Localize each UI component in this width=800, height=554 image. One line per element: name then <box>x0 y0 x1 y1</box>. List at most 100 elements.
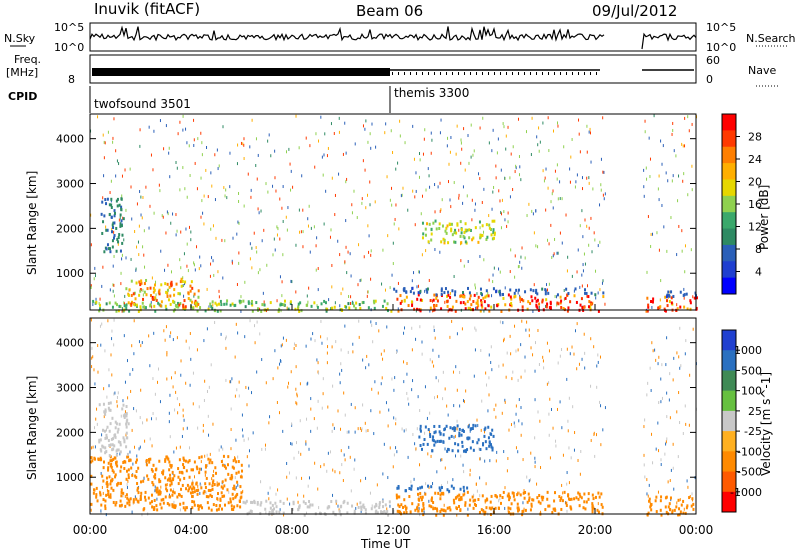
echo-speckle <box>243 204 245 208</box>
echo-speckle <box>404 326 406 330</box>
echo-cell <box>466 486 469 490</box>
echo-speckle <box>464 168 466 172</box>
echo-cell <box>565 503 568 507</box>
echo-cell <box>149 457 152 461</box>
echo-speckle <box>343 453 345 457</box>
echo-speckle <box>687 485 689 489</box>
echo-speckle <box>339 427 341 431</box>
echo-cell <box>135 460 138 464</box>
echo-cell <box>433 293 436 297</box>
echo-speckle <box>266 263 268 267</box>
echo-cell <box>325 309 328 313</box>
echo-cell <box>535 303 538 307</box>
echo-cell <box>135 475 138 479</box>
echo-cell <box>347 302 350 306</box>
echo-speckle <box>644 130 646 134</box>
echo-speckle <box>265 182 267 186</box>
echo-speckle <box>209 452 211 456</box>
echo-speckle <box>242 142 244 146</box>
echo-cell <box>326 307 329 311</box>
echo-cell <box>126 455 129 459</box>
echo-cell <box>439 497 442 501</box>
echo-speckle <box>390 129 392 133</box>
echo-cell <box>198 456 201 460</box>
echo-speckle <box>406 391 408 395</box>
echo-speckle <box>567 255 569 259</box>
echo-speckle <box>474 208 476 212</box>
echo-cell <box>124 460 127 464</box>
echo-cell <box>193 460 196 464</box>
echo-speckle <box>531 209 533 213</box>
echo-speckle <box>559 400 561 404</box>
echo-speckle <box>513 421 515 425</box>
echo-speckle <box>279 275 281 279</box>
echo-cell <box>203 489 206 493</box>
echo-speckle <box>480 348 482 352</box>
echo-speckle <box>416 285 418 289</box>
echo-cell <box>126 501 129 505</box>
echo-speckle <box>303 494 305 498</box>
echo-cell <box>112 488 115 492</box>
echo-speckle <box>196 187 198 191</box>
echo-speckle <box>341 463 343 467</box>
echo-speckle <box>335 340 337 344</box>
echo-speckle <box>520 178 522 182</box>
echo-speckle <box>660 377 662 381</box>
echo-speckle <box>404 141 406 145</box>
echo-speckle <box>200 460 202 464</box>
echo-cell <box>185 487 188 491</box>
echo-cell <box>166 294 169 298</box>
echo-cell <box>530 502 533 506</box>
echo-speckle <box>412 189 414 193</box>
echo-cell <box>454 290 457 294</box>
echo-speckle <box>436 470 438 474</box>
echo-cell <box>223 494 226 498</box>
echo-cell <box>484 295 487 299</box>
echo-speckle <box>257 271 259 275</box>
echo-speckle <box>113 117 115 121</box>
echo-speckle <box>370 277 372 281</box>
echo-speckle <box>491 368 493 372</box>
echo-cell <box>501 496 504 500</box>
echo-speckle <box>453 181 455 185</box>
echo-speckle <box>525 328 527 332</box>
echo-speckle <box>202 211 204 215</box>
echo-speckle <box>358 319 360 323</box>
echo-cell <box>443 241 446 245</box>
echo-speckle <box>381 282 383 286</box>
echo-cell <box>283 303 286 307</box>
echo-speckle <box>557 124 559 128</box>
echo-cell <box>113 433 116 437</box>
echo-cell <box>169 483 172 487</box>
echo-speckle <box>440 118 442 122</box>
echo-speckle <box>197 484 199 488</box>
echo-cell <box>125 477 128 481</box>
echo-cell <box>522 491 525 495</box>
time-tick-label: 04:00 <box>174 523 209 537</box>
echo-speckle <box>468 423 470 427</box>
echo-cell <box>498 290 501 294</box>
echo-cell <box>485 294 488 298</box>
freq-trace <box>92 68 694 76</box>
echo-cell <box>438 430 441 434</box>
echo-speckle <box>676 410 678 414</box>
echo-speckle <box>135 409 137 413</box>
echo-speckle <box>669 372 671 376</box>
echo-cell <box>139 480 142 484</box>
echo-cell <box>513 295 516 299</box>
echo-speckle <box>100 471 102 475</box>
echo-speckle <box>103 156 105 160</box>
echo-speckle <box>515 412 517 416</box>
echo-cell <box>124 504 127 508</box>
echo-speckle <box>549 397 551 401</box>
echo-cell <box>544 289 547 293</box>
echo-speckle <box>581 284 583 288</box>
echo-speckle <box>532 353 534 357</box>
echo-speckle <box>595 269 597 273</box>
echo-speckle <box>261 239 263 243</box>
colorbar-tick-label: 100 <box>741 385 762 398</box>
echo-cell <box>169 479 172 483</box>
echo-speckle <box>670 216 672 220</box>
echo-cell <box>115 501 118 505</box>
echo-speckle <box>263 228 265 232</box>
